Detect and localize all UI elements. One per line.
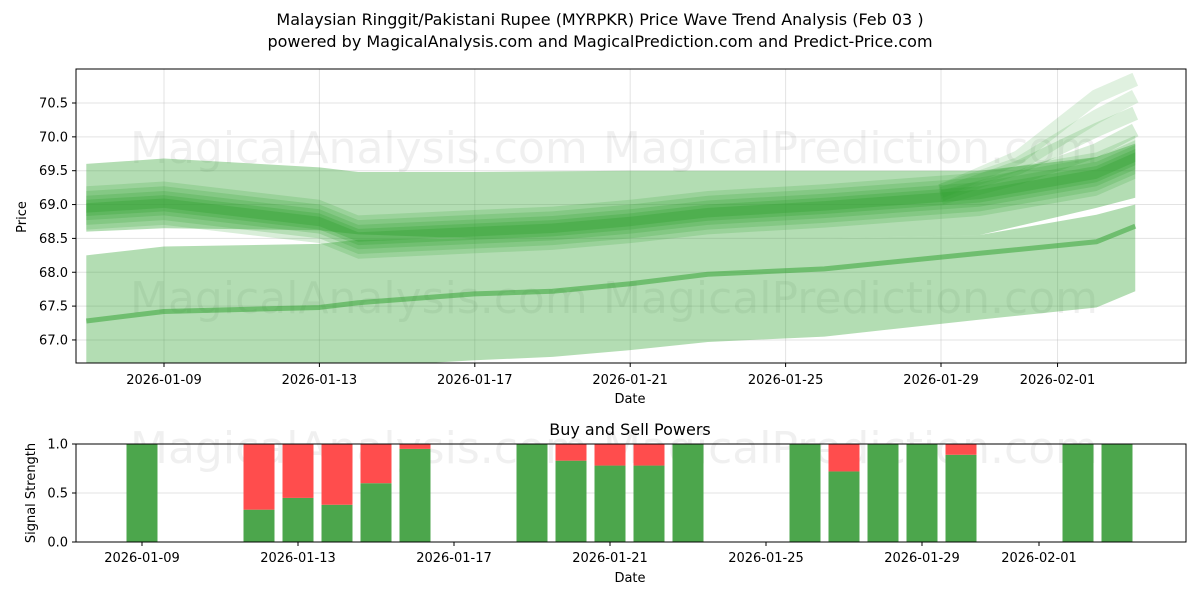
sell-bar xyxy=(633,444,665,466)
signal-x-tick-label: 2026-01-29 xyxy=(884,551,960,566)
signal-y-axis-label: Signal Strength xyxy=(24,443,39,543)
buy-bar xyxy=(672,444,704,542)
price-x-tick-label: 2026-01-21 xyxy=(592,373,668,388)
signal-x-axis: 2026-01-09 2026-01-13 2026-01-17 2026-01-21… xyxy=(104,542,1077,566)
projection-wave xyxy=(938,90,1139,198)
price-x-tick-label: 2026-02-01 xyxy=(1020,373,1096,388)
price-plot-frame xyxy=(75,68,1187,364)
price-x-tick-label: 2026-01-09 xyxy=(126,373,202,388)
projection-wave xyxy=(939,123,1139,205)
sell-bar xyxy=(555,444,587,461)
price-x-tick-label: 2026-01-29 xyxy=(903,373,979,388)
sell-bar xyxy=(594,444,626,466)
signal-y-tick-label: 0.0 xyxy=(47,536,68,551)
sell-bar xyxy=(360,444,392,484)
wave-bands xyxy=(85,72,1139,363)
buy-bar xyxy=(594,465,626,542)
watermark-layer: MagicalAnalysis.com MagicalPrediction.co… xyxy=(130,123,1098,324)
price-x-axis: 2026-01-09 2026-01-13 2026-01-17 2026-01-21… xyxy=(126,363,1095,388)
watermark-prediction: MagicalPrediction.com xyxy=(603,123,1098,174)
core-wave-layer xyxy=(86,144,1136,250)
signal-y-axis: 0.0 0.5 1.0 xyxy=(47,438,76,551)
price-grid xyxy=(76,69,1186,363)
signal-x-tick-label: 2026-01-09 xyxy=(104,551,180,566)
buy-bar xyxy=(633,465,665,542)
buy-bar xyxy=(399,448,431,542)
projection-wave xyxy=(938,106,1139,202)
watermark-analysis-2: MagicalAnalysis.com xyxy=(130,273,588,324)
sell-bar xyxy=(399,444,431,449)
projection-wave xyxy=(938,72,1139,198)
sell-bar xyxy=(321,444,353,505)
signal-x-axis-label: Date xyxy=(614,571,645,586)
watermark-analysis: MagicalAnalysis.com xyxy=(130,123,588,174)
signal-x-tick-label: 2026-01-25 xyxy=(728,551,804,566)
price-x-tick-label: 2026-01-17 xyxy=(437,373,513,388)
buy-sell-title: Buy and Sell Powers xyxy=(549,420,711,439)
sell-bar xyxy=(282,444,314,498)
price-y-tick-label: 70.5 xyxy=(39,97,68,112)
price-x-axis-label: Date xyxy=(614,392,645,407)
core-wave-layer xyxy=(86,149,1136,246)
price-y-tick-label: 68.5 xyxy=(39,232,68,247)
buy-sell-chart: Buy and Sell Powers MagicalAnalysis.com … xyxy=(24,420,1187,586)
signal-x-tick-label: 2026-01-21 xyxy=(572,551,648,566)
price-y-tick-label: 67.0 xyxy=(39,333,68,348)
chart-title: Malaysian Ringgit/Pakistani Rupee (MYRPK… xyxy=(276,10,924,29)
price-y-tick-label: 67.5 xyxy=(39,300,68,315)
buy-bar xyxy=(126,444,158,542)
signal-y-tick-label: 1.0 xyxy=(47,438,68,453)
lower-trend-line xyxy=(85,223,1137,324)
signal-bars xyxy=(126,444,1133,542)
buy-bar xyxy=(360,483,392,542)
buy-bar xyxy=(321,504,353,542)
core-wave-layer xyxy=(86,140,1136,254)
price-wave-chart: MagicalAnalysis.com MagicalPrediction.co… xyxy=(15,68,1187,407)
buy-bar xyxy=(1101,444,1133,542)
upper-wave-band xyxy=(86,143,1136,239)
signal-x-tick-label: 2026-02-01 xyxy=(1001,551,1077,566)
price-y-tick-label: 70.0 xyxy=(39,130,68,145)
buy-bar xyxy=(789,444,821,542)
price-y-tick-label: 69.0 xyxy=(39,198,68,213)
price-y-tick-label: 68.0 xyxy=(39,266,68,281)
price-y-tick-label: 69.5 xyxy=(39,164,68,179)
sell-bar xyxy=(828,444,860,472)
buy-bar xyxy=(945,454,977,542)
buy-bar xyxy=(867,444,899,542)
price-y-axis: 67.0 67.5 68.0 68.5 69.0 69.5 70.0 70.5 xyxy=(39,97,76,348)
sell-bar xyxy=(945,444,977,455)
core-wave-layer xyxy=(86,135,1136,259)
buy-bar xyxy=(906,444,938,542)
price-x-tick-label: 2026-01-25 xyxy=(748,373,824,388)
signal-x-tick-label: 2026-01-17 xyxy=(416,551,492,566)
sell-bar xyxy=(243,444,275,510)
buy-bar xyxy=(828,471,860,542)
signal-x-tick-label: 2026-01-13 xyxy=(260,551,336,566)
price-y-axis-label: Price xyxy=(15,201,30,233)
buy-bar xyxy=(282,497,314,542)
buy-bar xyxy=(1062,444,1094,542)
price-x-tick-label: 2026-01-13 xyxy=(282,373,358,388)
buy-bar xyxy=(555,460,587,542)
watermark-prediction-2: MagicalPrediction.com xyxy=(603,273,1098,324)
buy-bar xyxy=(243,509,275,542)
watermark-analysis-3: MagicalAnalysis.com xyxy=(130,423,588,474)
chart-subtitle: powered by MagicalAnalysis.com and Magic… xyxy=(267,32,933,51)
buy-bar xyxy=(516,444,548,542)
signal-y-tick-label: 0.5 xyxy=(47,487,68,502)
core-wave-layer xyxy=(86,152,1136,242)
